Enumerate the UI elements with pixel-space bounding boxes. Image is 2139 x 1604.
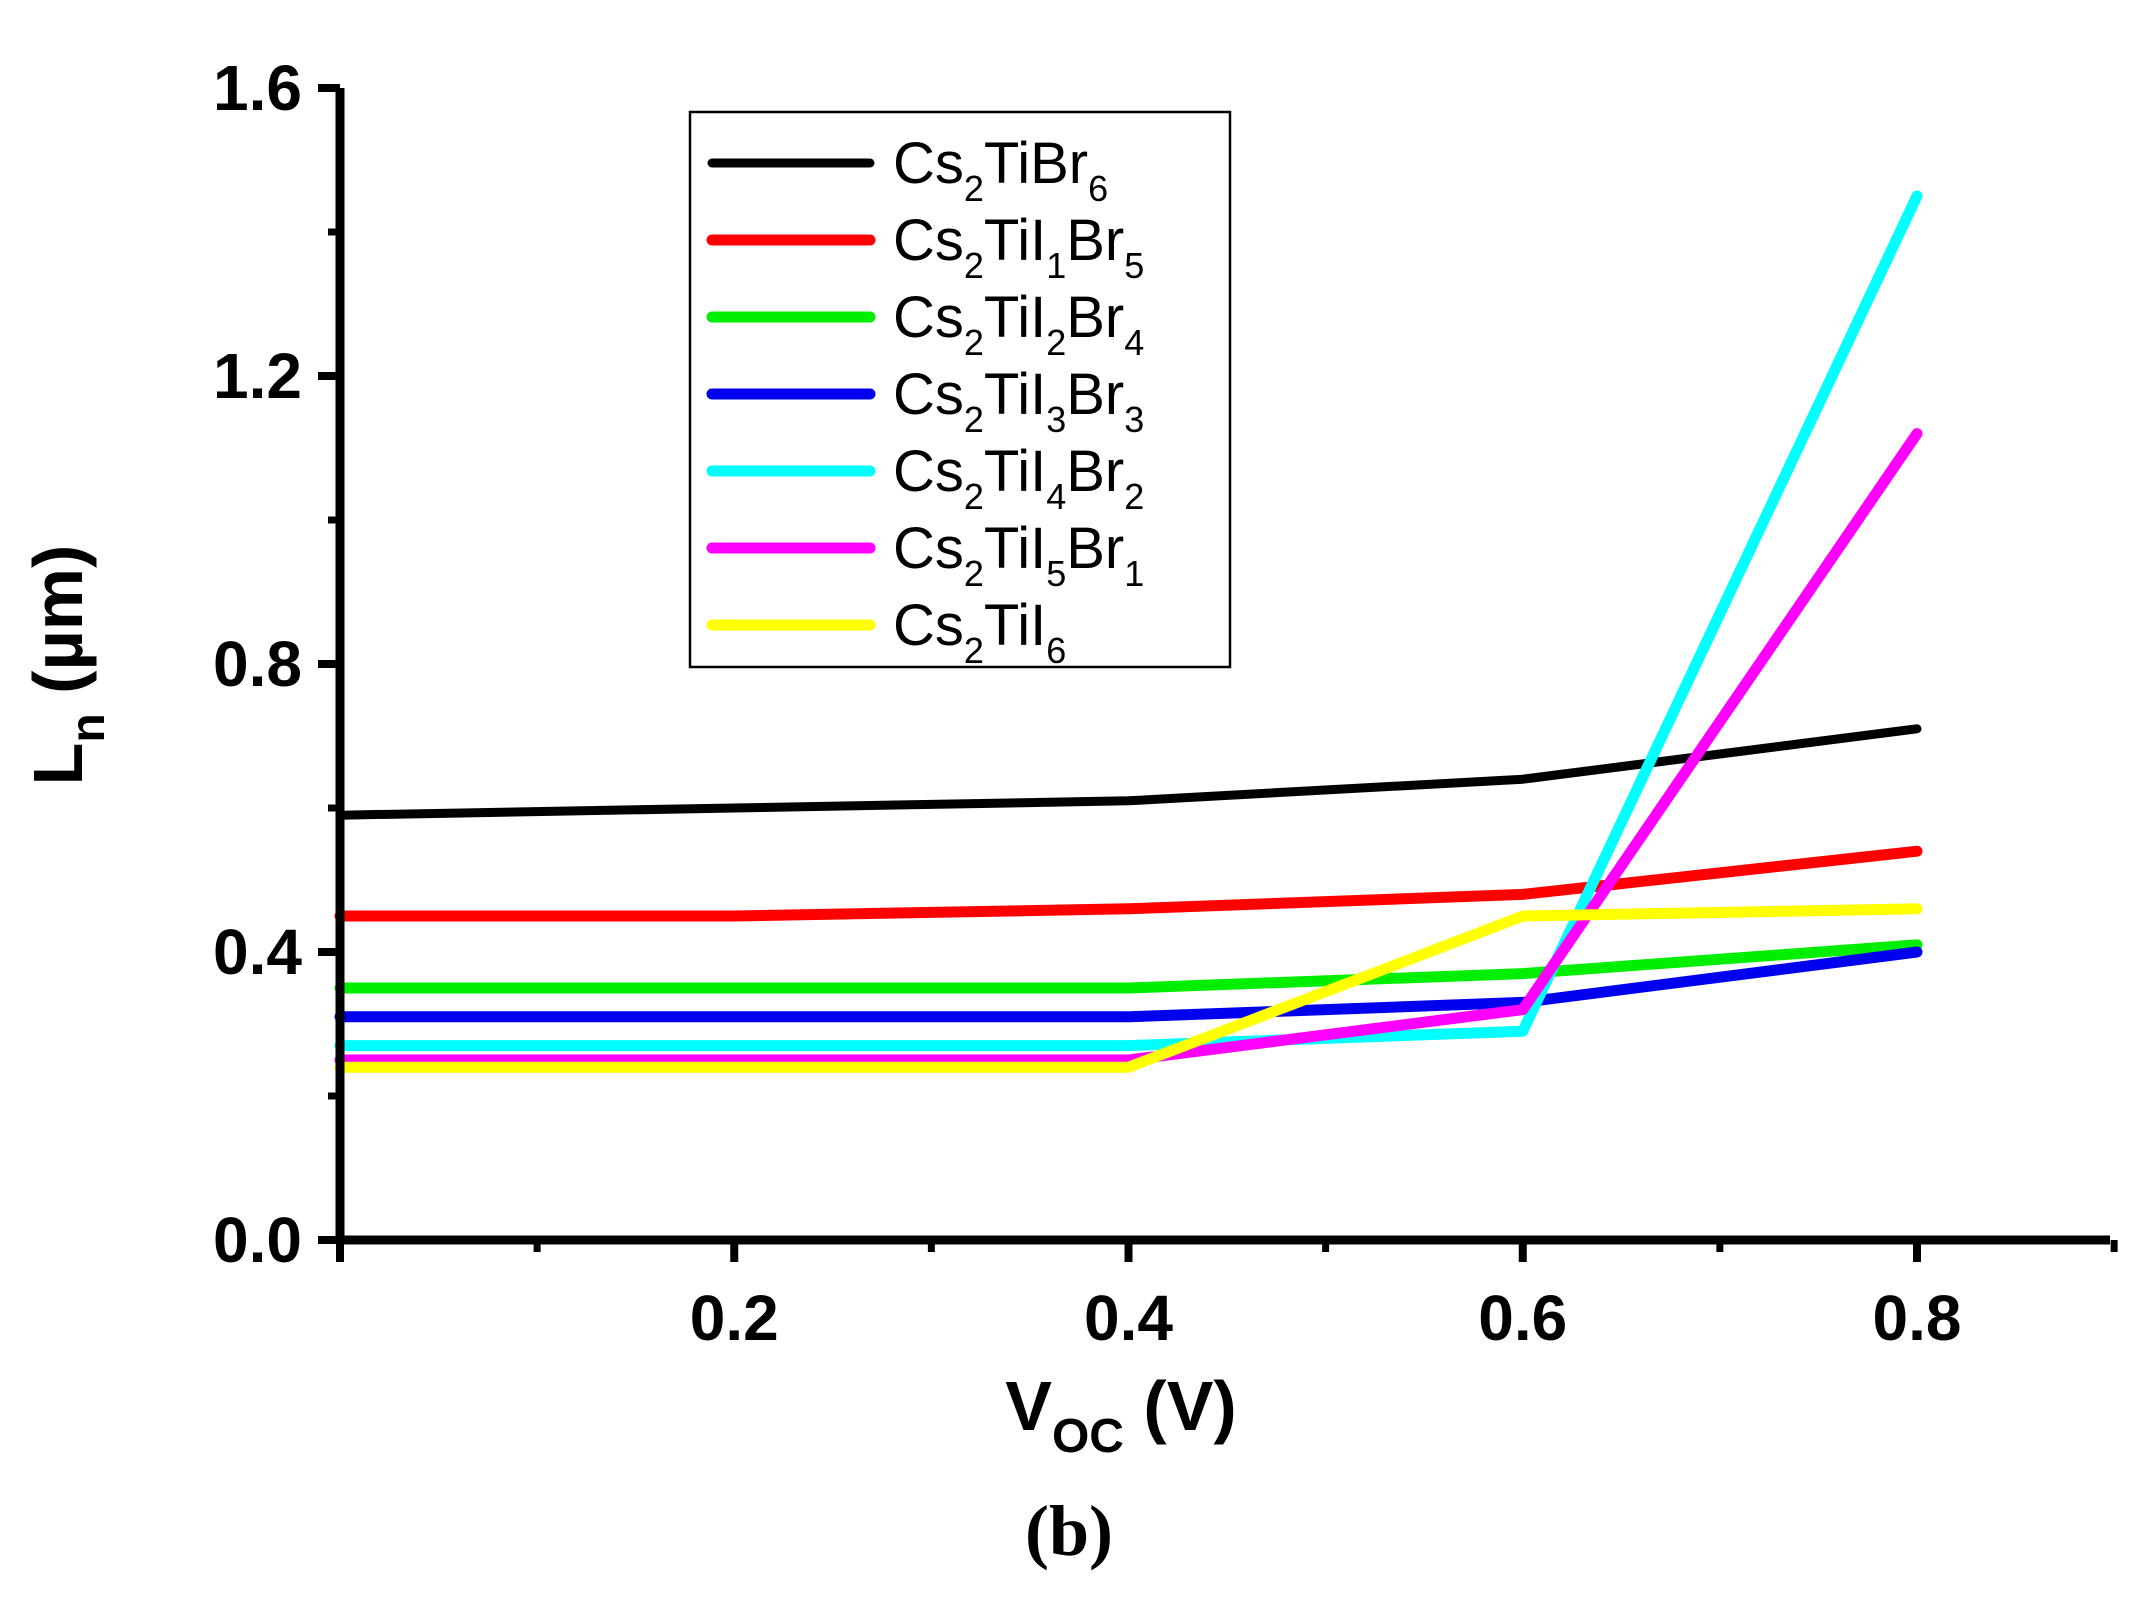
legend-label-Cs2TiI4Br2: Cs2TiI4Br2 — [893, 439, 1144, 517]
legend-label-Cs2TiI6: Cs2TiI6 — [893, 593, 1066, 671]
legend-label-Cs2TiI5Br1: Cs2TiI5Br1 — [893, 516, 1144, 594]
legend-label-Cs2TiI3Br3: Cs2TiI3Br3 — [893, 362, 1144, 440]
panel-label: (b) — [1025, 1491, 1113, 1571]
ticks: 0.0 0.4 0.8 1.2 1.6 0.2 0.4 0.6 0.8 — [213, 52, 2118, 1354]
legend-items: Cs2TiBr6Cs2TiI1Br5Cs2TiI2Br4Cs2TiI3Br3Cs… — [706, 131, 1144, 671]
legend-label-Cs2TiI2Br4: Cs2TiI2Br4 — [893, 285, 1144, 363]
y-axis-title-main: L — [19, 743, 97, 786]
y-axis-title: Ln (µm) — [19, 545, 115, 786]
x-axis-title: VOC (V) — [1005, 1367, 1236, 1463]
x-tick-label: 0.2 — [690, 1282, 779, 1354]
y-tick-label: 1.6 — [213, 52, 302, 124]
y-tick-label: 0.4 — [213, 916, 302, 988]
x-tick-label: 0.8 — [1873, 1282, 1962, 1354]
legend: Cs2TiBr6Cs2TiI1Br5Cs2TiI2Br4Cs2TiI3Br3Cs… — [688, 110, 1232, 671]
x-axis-title-unit: (V) — [1124, 1367, 1237, 1445]
y-tick-label: 1.2 — [213, 340, 302, 412]
x-tick-label: 0.6 — [1478, 1282, 1567, 1354]
series-line-Cs2TiI5Br1 — [334, 428, 1923, 1066]
legend-label-Cs2TiBr6: Cs2TiBr6 — [893, 131, 1108, 209]
y-tick-label: 0.0 — [213, 1204, 302, 1276]
y-axis-title-unit: (µm) — [19, 545, 97, 714]
series-line-Cs2TiI3Br3 — [334, 946, 1923, 1023]
series-line-Cs2TiI1Br5 — [334, 845, 1923, 922]
legend-label-Cs2TiI1Br5: Cs2TiI1Br5 — [893, 208, 1144, 286]
series-line-Cs2TiI4Br2 — [334, 190, 1923, 1052]
y-tick-label: 0.8 — [213, 628, 302, 700]
series-line-Cs2TiI6 — [334, 903, 1923, 1073]
series-line-Cs2TiI2Br4 — [334, 939, 1923, 994]
x-axis-title-main: V — [1005, 1367, 1052, 1445]
x-tick-label: 0.4 — [1084, 1282, 1173, 1354]
y-axis-title-sub: n — [62, 713, 115, 742]
x-axis-title-sub: OC — [1052, 1410, 1124, 1463]
series-layer — [334, 190, 1923, 1073]
